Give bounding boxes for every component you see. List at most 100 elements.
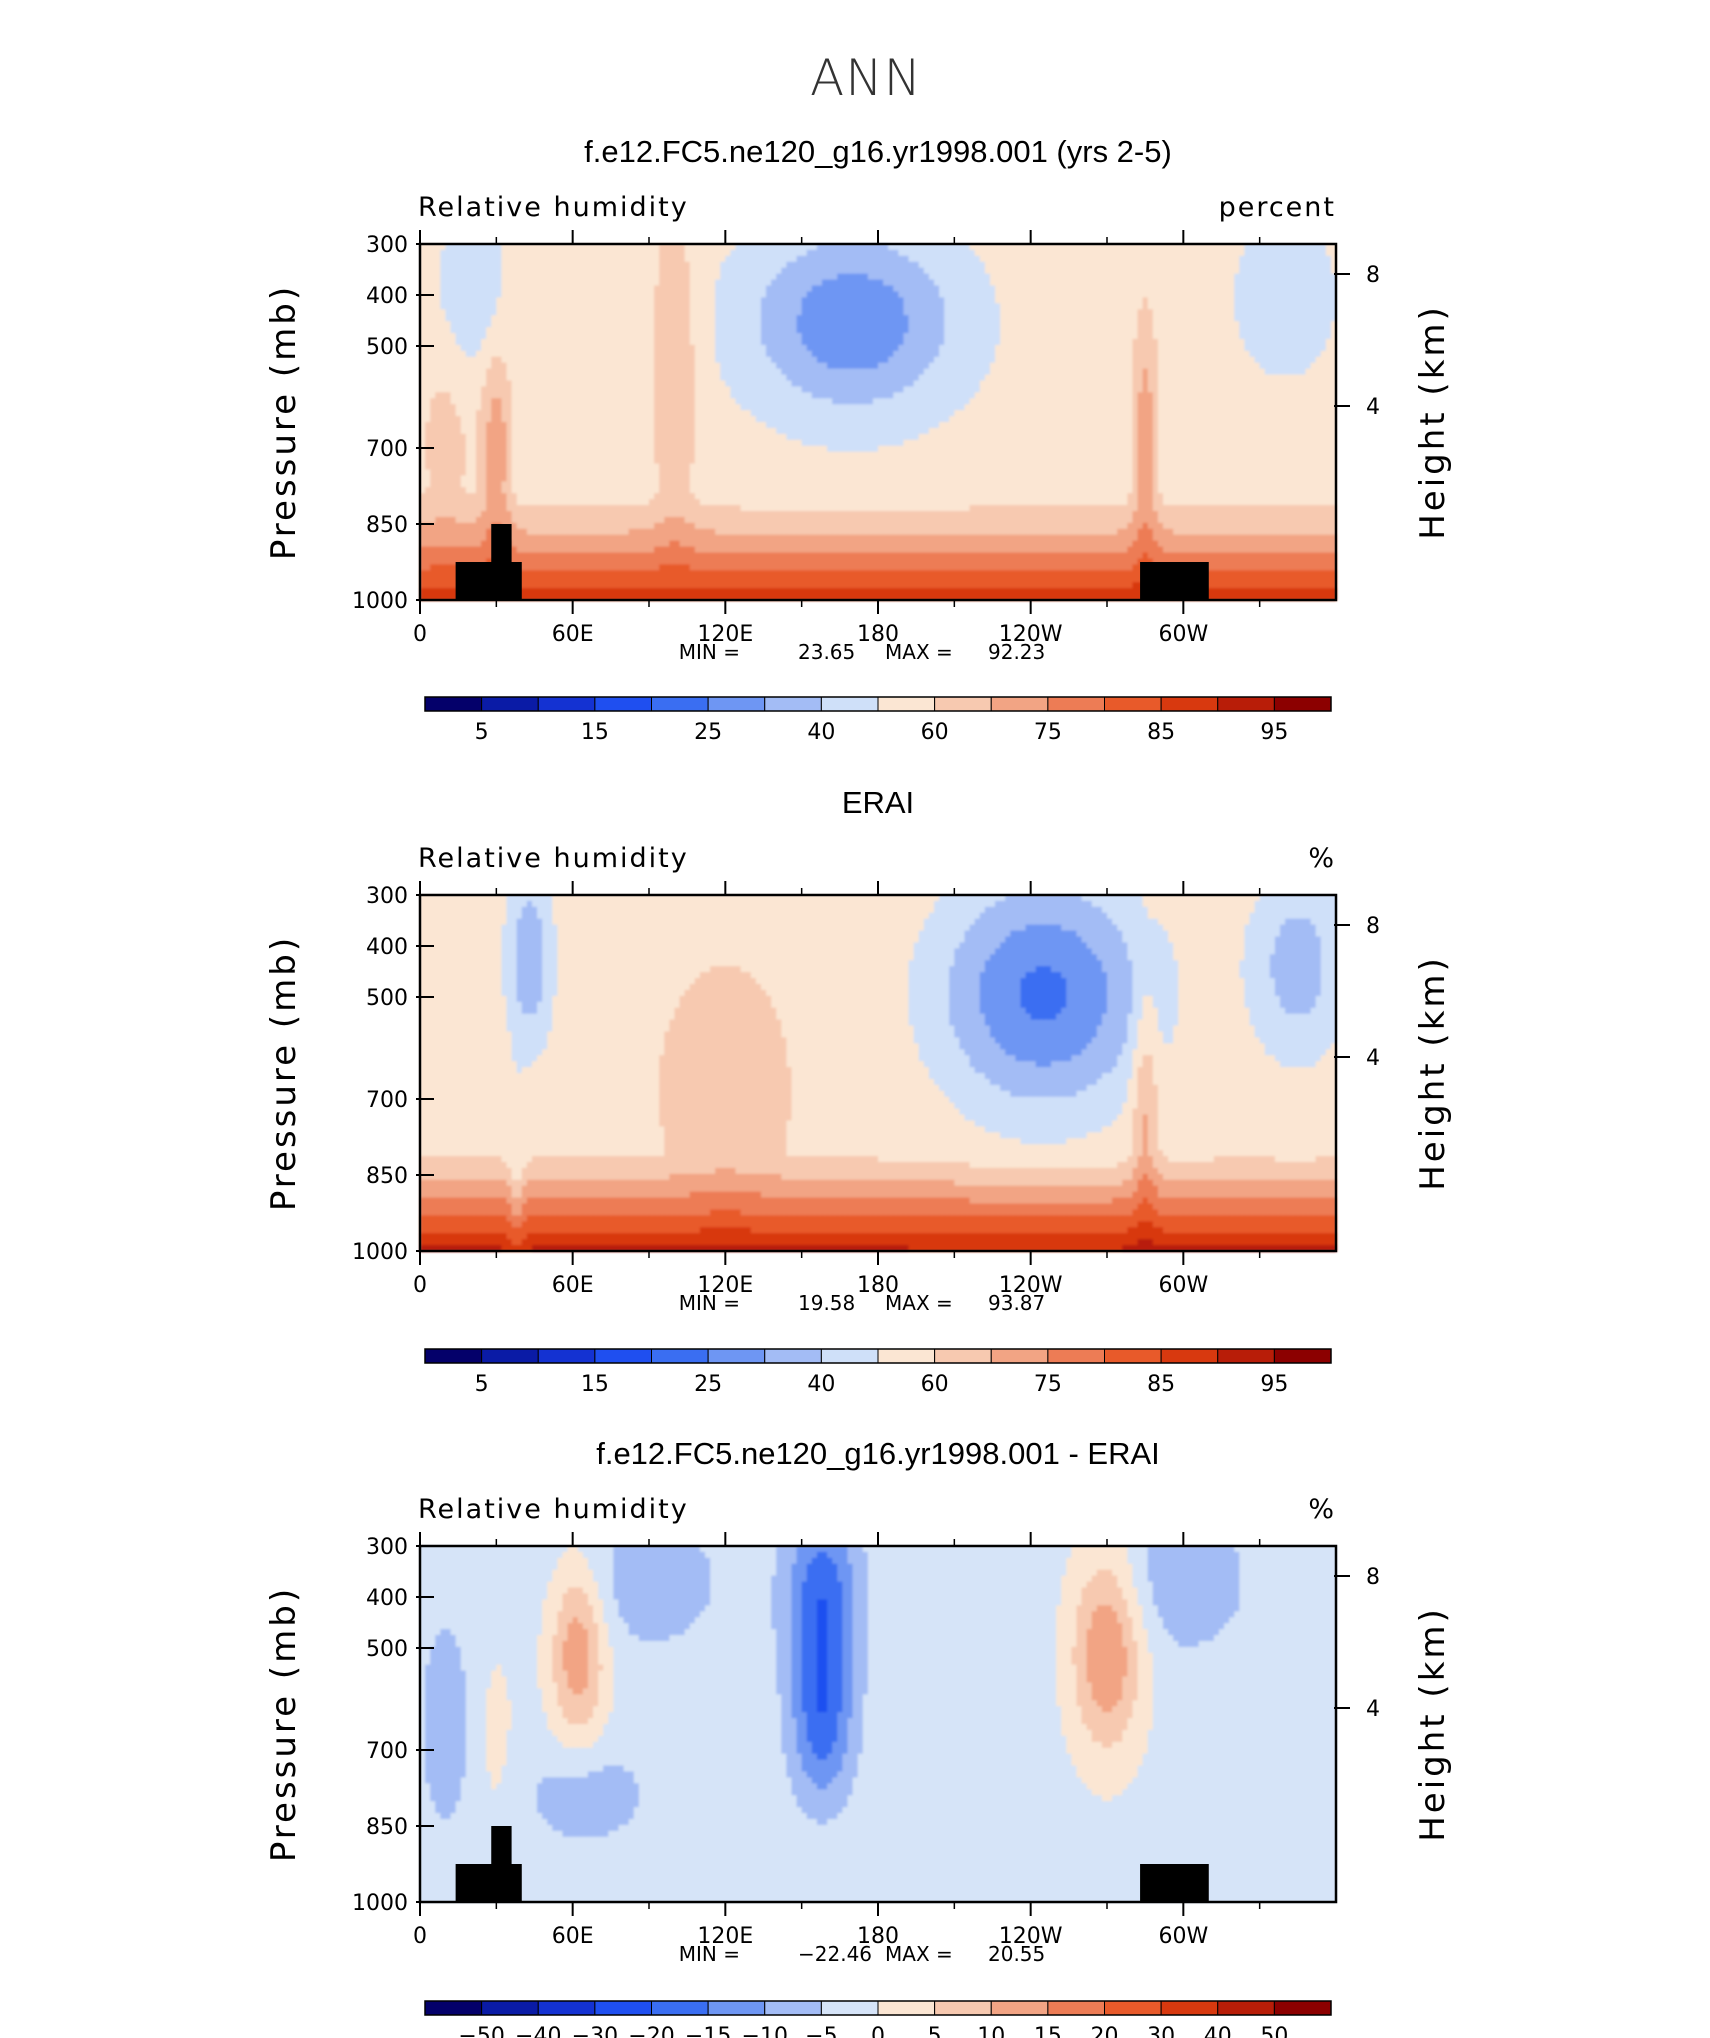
colorbar-swatch — [821, 1349, 878, 1363]
colorbar-swatch — [708, 697, 765, 711]
colorbar: −50 −40 −30 −20 −15 −10 −5 0 5 10 15 20 30 40 50 — [425, 2001, 1331, 2038]
colorbar-label: 25 — [694, 720, 722, 745]
y-tick-label: 400 — [366, 935, 408, 960]
panel-title: ERAI — [842, 785, 914, 820]
x-tick-label: 60E — [552, 622, 594, 647]
colorbar-label: 95 — [1260, 720, 1288, 745]
colorbar-swatch — [652, 697, 709, 711]
y-tick-label: 1000 — [352, 589, 408, 614]
figure-title: ANN — [810, 49, 922, 107]
y-tick-label: 500 — [366, 986, 408, 1011]
colorbar-label: 15 — [581, 720, 609, 745]
colorbar-label: 0 — [871, 2024, 885, 2038]
y2-axis-title: Height (km) — [1413, 304, 1453, 540]
y-tick-label: 400 — [366, 284, 408, 309]
contour-field — [420, 1546, 1337, 1903]
colorbar-label: −15 — [685, 2024, 731, 2038]
colorbar-swatch — [1161, 2001, 1218, 2015]
y-tick-label: 700 — [366, 1739, 408, 1764]
colorbar-label: 95 — [1260, 1372, 1288, 1397]
y2-axis-title: Height (km) — [1413, 1606, 1453, 1842]
colorbar-swatch — [1218, 697, 1275, 711]
colorbar-swatch — [425, 2001, 482, 2015]
colorbar-swatch — [1274, 1349, 1331, 1363]
colorbar-label: 75 — [1034, 720, 1062, 745]
colorbar-swatch — [878, 1349, 935, 1363]
colorbar-label: −40 — [515, 2024, 561, 2038]
colorbar-swatch — [708, 2001, 765, 2015]
colorbar-label: 20 — [1091, 2024, 1119, 2038]
left-string: Relative humidity — [418, 192, 689, 223]
colorbar-swatch — [538, 2001, 595, 2015]
contour-field — [420, 895, 1337, 1252]
colorbar-swatch — [1218, 2001, 1275, 2015]
colorbar-swatch — [652, 2001, 709, 2015]
panel-title: f.e12.FC5.ne120_g16.yr1998.001 (yrs 2-5) — [584, 134, 1172, 169]
max-label: MAX = — [885, 1291, 953, 1315]
colorbar-swatch — [595, 2001, 652, 2015]
colorbar-label: 85 — [1147, 720, 1175, 745]
colorbar-swatch — [1048, 2001, 1105, 2015]
left-string: Relative humidity — [418, 1494, 689, 1525]
panel-title: f.e12.FC5.ne120_g16.yr1998.001 - ERAI — [596, 1436, 1160, 1471]
colorbar-label: 15 — [1034, 2024, 1062, 2038]
colorbar-label: 60 — [921, 720, 949, 745]
max-value: 20.55 — [988, 1942, 1045, 1966]
y2-axis-title: Height (km) — [1413, 955, 1453, 1191]
y-tick-label: 850 — [366, 1815, 408, 1840]
colorbar-swatch — [991, 697, 1048, 711]
left-string: Relative humidity — [418, 843, 689, 874]
colorbar-swatch — [821, 697, 878, 711]
colorbar-swatch — [878, 2001, 935, 2015]
y-axis-title: Pressure (mb) — [264, 284, 304, 560]
y-tick-label: 700 — [366, 1088, 408, 1113]
right-string: percent — [1219, 192, 1336, 223]
colorbar-label: −20 — [628, 2024, 674, 2038]
colorbar-label: −50 — [458, 2024, 504, 2038]
colorbar-swatch — [1105, 2001, 1162, 2015]
y-tick-label: 400 — [366, 1586, 408, 1611]
colorbar-swatch — [652, 1349, 709, 1363]
x-tick-label: 0 — [413, 1273, 427, 1298]
colorbar-label: 30 — [1147, 2024, 1175, 2038]
colorbar-label: 60 — [921, 1372, 949, 1397]
y2-tick-label: 4 — [1366, 1046, 1380, 1071]
colorbar-swatch — [991, 1349, 1048, 1363]
colorbar-swatch — [1048, 697, 1105, 711]
colorbar-swatch — [1218, 1349, 1275, 1363]
max-label: MAX = — [885, 640, 953, 664]
colorbar-label: 75 — [1034, 1372, 1062, 1397]
max-label: MAX = — [885, 1942, 953, 1966]
colorbar-swatch — [1048, 1349, 1105, 1363]
colorbar-label: 5 — [475, 1372, 489, 1397]
colorbar-swatch — [1161, 1349, 1218, 1363]
x-tick-label: 0 — [413, 622, 427, 647]
colorbar-label: 50 — [1260, 2024, 1288, 2038]
y-tick-label: 1000 — [352, 1891, 408, 1916]
y-tick-label: 1000 — [352, 1240, 408, 1265]
colorbar-swatch — [935, 697, 992, 711]
y-axis-title: Pressure (mb) — [264, 935, 304, 1211]
colorbar-swatch — [538, 697, 595, 711]
panel-1: f.e12.FC5.ne120_g16.yr1998.001 (yrs 2-5)… — [264, 134, 1453, 745]
colorbar-label: 15 — [581, 1372, 609, 1397]
colorbar-swatch — [482, 1349, 539, 1363]
min-label: MIN = — [679, 640, 740, 664]
colorbar-swatch — [1105, 697, 1162, 711]
x-tick-label: 60W — [1158, 1924, 1208, 1949]
contour-field — [420, 244, 1337, 601]
max-value: 92.23 — [988, 640, 1045, 664]
colorbar-swatch — [482, 2001, 539, 2015]
colorbar-label: 85 — [1147, 1372, 1175, 1397]
y-tick-label: 500 — [366, 1637, 408, 1662]
colorbar-label: −10 — [742, 2024, 788, 2038]
colorbar-swatch — [991, 2001, 1048, 2015]
x-tick-label: 60E — [552, 1924, 594, 1949]
min-label: MIN = — [679, 1291, 740, 1315]
colorbar-label: 5 — [475, 720, 489, 745]
min-label: MIN = — [679, 1942, 740, 1966]
colorbar-label: 40 — [807, 720, 835, 745]
colorbar-swatch — [765, 2001, 822, 2015]
colorbar-label: 40 — [807, 1372, 835, 1397]
colorbar-swatch — [1105, 1349, 1162, 1363]
